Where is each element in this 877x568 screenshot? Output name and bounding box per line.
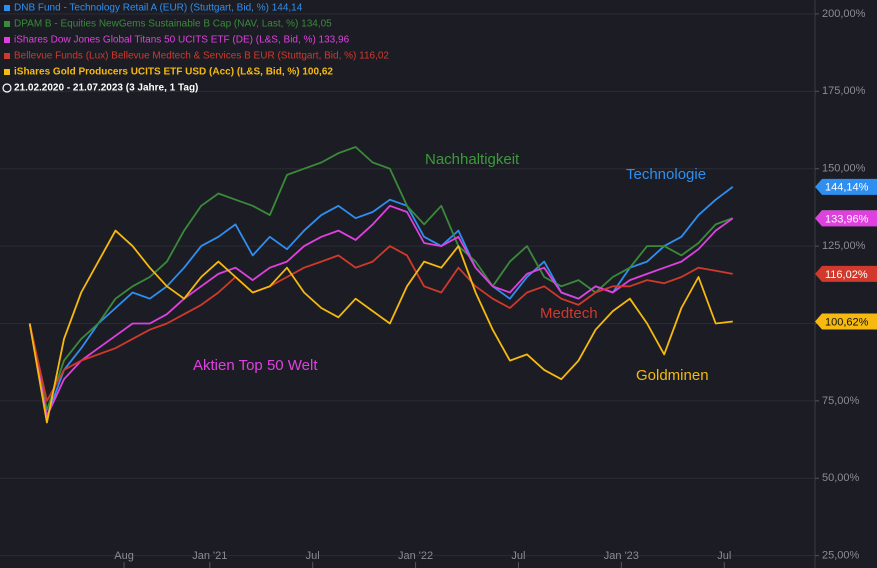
y-tick-label: 150,00% xyxy=(822,163,866,175)
y-tick-label: 75,00% xyxy=(822,395,860,407)
annotation: Medtech xyxy=(540,305,598,322)
annotation: Technologie xyxy=(626,166,706,183)
series-line xyxy=(28,186,734,418)
x-tick-label: Aug xyxy=(114,550,134,562)
legend-swatch xyxy=(4,5,10,11)
end-tag xyxy=(815,210,877,227)
annotation: Nachhaltigkeit xyxy=(425,151,520,168)
end-tag-label: 133,96% xyxy=(825,213,869,225)
legend-swatch xyxy=(4,69,10,75)
legend-swatch xyxy=(4,53,10,59)
end-tag-label: 144,14% xyxy=(825,182,869,194)
annotation: Goldminen xyxy=(636,367,709,384)
legend-label: DPAM B - Equities NewGems Sustainable B … xyxy=(14,19,332,30)
legend-swatch xyxy=(4,21,10,27)
y-tick-label: 125,00% xyxy=(822,240,866,252)
legend-label: Bellevue Funds (Lux) Bellevue Medtech & … xyxy=(14,51,389,62)
annotation: Aktien Top 50 Welt xyxy=(193,357,318,374)
end-tag xyxy=(815,265,877,282)
end-tag-label: 116,02% xyxy=(825,269,868,281)
subtitle: 21.02.2020 - 21.07.2023 (3 Jahre, 1 Tag) xyxy=(14,83,198,94)
legend-label: DNB Fund - Technology Retail A (EUR) (St… xyxy=(14,3,303,14)
end-tag xyxy=(815,313,877,330)
x-tick-label: Jul xyxy=(306,550,320,562)
x-tick-label: Jan '21 xyxy=(192,550,227,562)
series-line xyxy=(28,146,734,411)
y-tick-label: 50,00% xyxy=(822,472,860,484)
legend-label: iShares Gold Producers UCITS ETF USD (Ac… xyxy=(14,67,333,78)
legend-swatch xyxy=(4,37,10,43)
y-tick-label: 25,00% xyxy=(822,550,860,562)
x-tick-label: Jan '23 xyxy=(604,550,639,562)
legend-label: iShares Dow Jones Global Titans 50 UCITS… xyxy=(14,35,350,46)
y-tick-label: 200,00% xyxy=(822,8,866,20)
end-tag xyxy=(815,178,877,195)
x-tick-label: Jul xyxy=(717,550,731,562)
series-line xyxy=(28,204,734,418)
x-tick-label: Jul xyxy=(511,550,525,562)
clock-icon xyxy=(2,83,12,93)
x-tick-label: Jan '22 xyxy=(398,550,433,562)
series-line xyxy=(28,245,733,402)
end-tag-label: 100,62% xyxy=(825,316,869,328)
series-line xyxy=(28,229,733,424)
y-tick-label: 175,00% xyxy=(822,85,866,97)
